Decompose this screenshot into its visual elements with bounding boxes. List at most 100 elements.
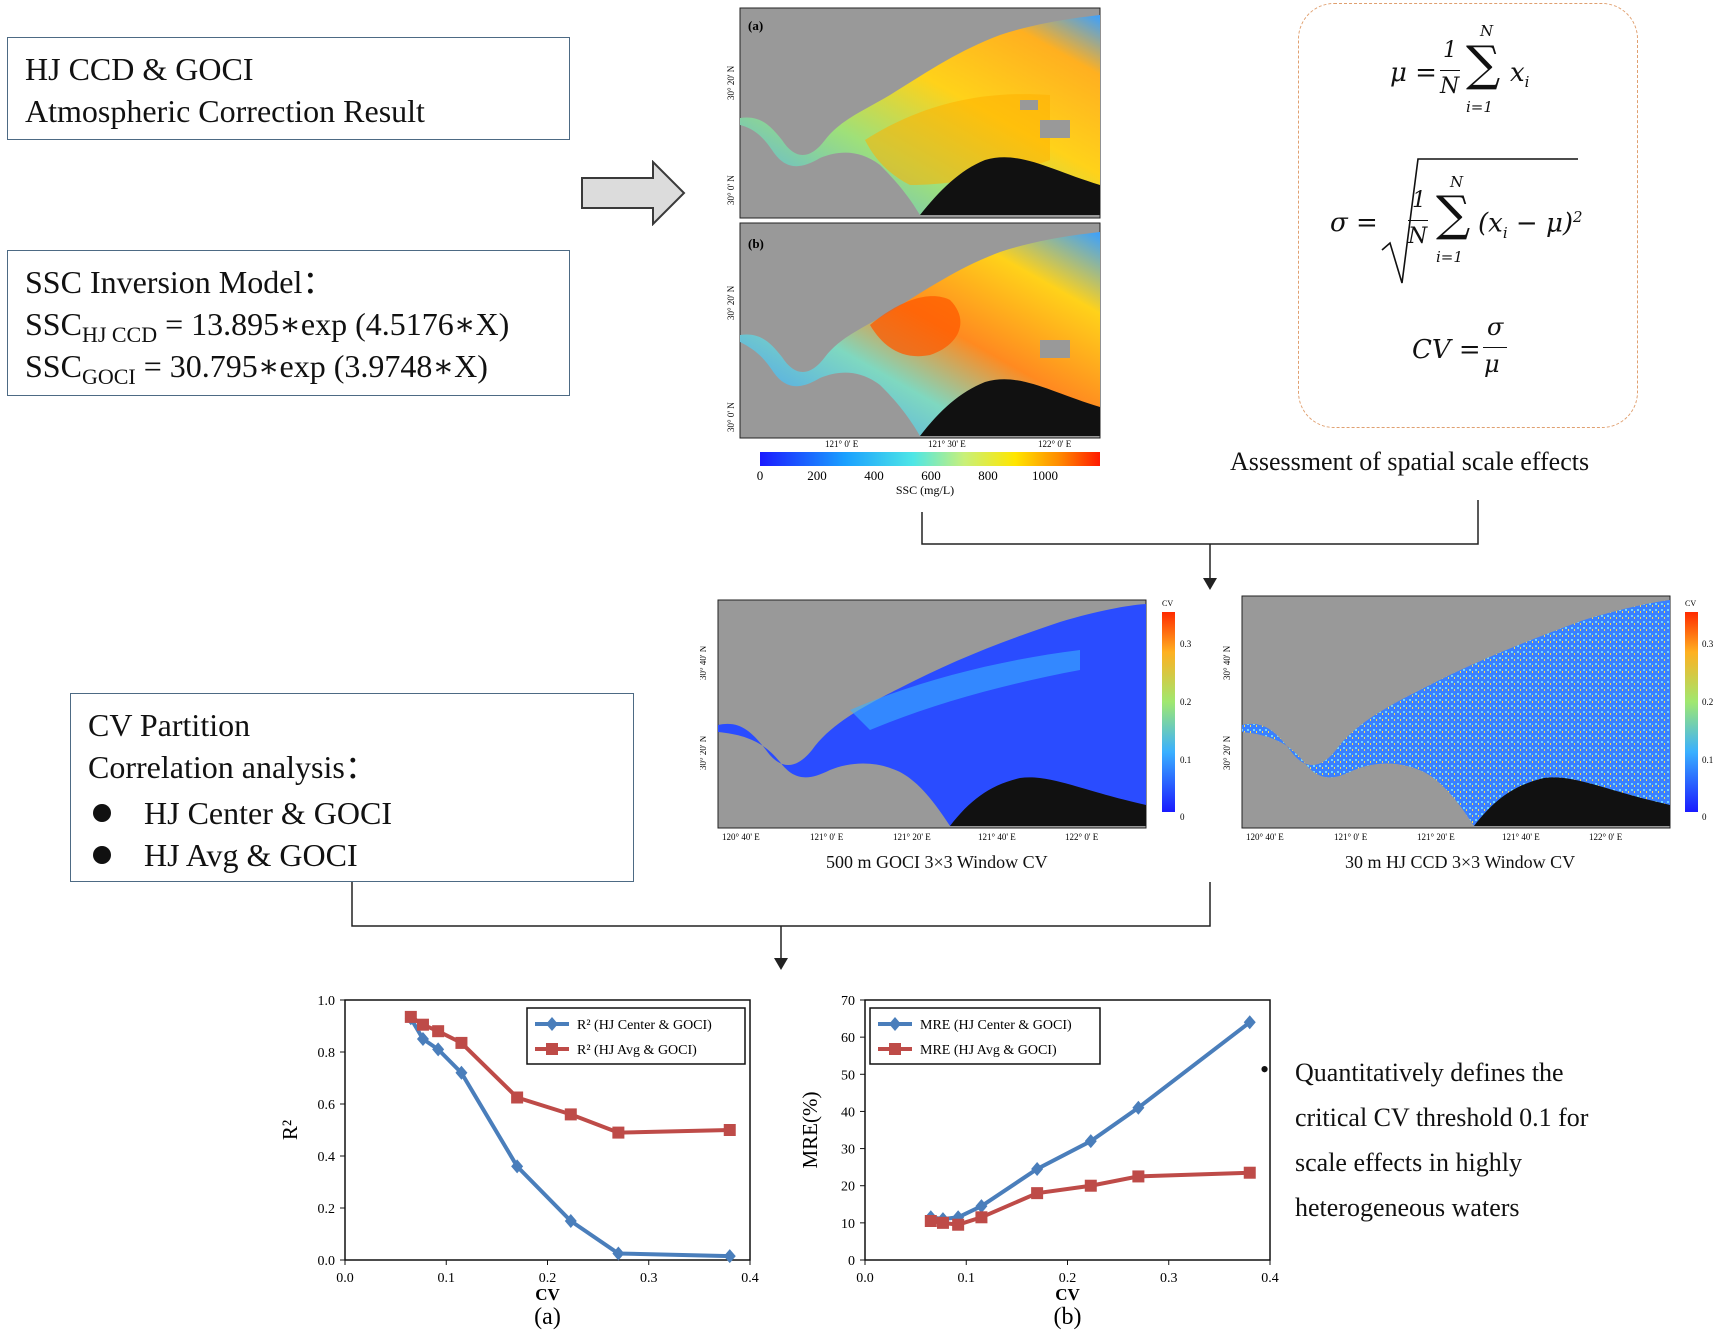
cv-left-lon-5: 122° 0' E	[1065, 832, 1099, 842]
goci-subscript: GOCI	[81, 364, 136, 389]
cv-maps: 30° 40' N 30° 20' N 120° 40' E 121° 0' E…	[700, 595, 1714, 842]
data-point	[612, 1246, 625, 1261]
sigma-lhs: σ =	[1330, 208, 1378, 238]
data-point	[612, 1126, 625, 1139]
bullet-icon	[93, 846, 111, 864]
mu-lhs: μ =	[1390, 58, 1437, 88]
cv-right-lon-1: 120° 40' E	[1246, 832, 1284, 842]
x-tick-label: 0.0	[856, 1271, 874, 1286]
y-tick-label: 0.8	[318, 1046, 336, 1061]
legend-marker	[546, 1043, 558, 1055]
data-point	[564, 1214, 577, 1228]
cv-right-lon-3: 121° 20' E	[1417, 832, 1455, 842]
y-tick-label: 0.6	[318, 1098, 336, 1113]
mu-sum-bottom: i=1	[1466, 98, 1493, 116]
cv-right-lon-2: 121° 0' E	[1334, 832, 1368, 842]
cv-right-lon-4: 121° 40' E	[1502, 832, 1540, 842]
goci-cv-caption: 500 m GOCI 3×3 Window CV	[826, 852, 1048, 872]
data-point	[723, 1249, 736, 1264]
bullet-icon	[93, 804, 111, 822]
mu-sum-top: N	[1480, 22, 1494, 40]
note-line-1: Quantitatively defines the	[1295, 1058, 1564, 1087]
sigma-sq-close: − μ)	[1507, 208, 1573, 239]
formula-box	[1298, 3, 1638, 428]
note-text: Quantitatively defines the critical CV t…	[1295, 1050, 1588, 1230]
legend-marker	[889, 1043, 901, 1055]
ssc-tick-1000: 1000	[1032, 468, 1058, 483]
data-point	[975, 1211, 988, 1224]
goci-equation-rhs: = 30.795∗exp (3.9748∗X)	[135, 348, 488, 384]
cv-frac-num: σ	[1487, 313, 1504, 341]
hj-ccd-equation: SSCHJ CCD = 13.895∗exp (4.5176∗X)	[25, 303, 509, 356]
data-point	[1084, 1134, 1097, 1149]
sigma-frac-num: 1	[1412, 188, 1426, 213]
hj-cv-map: 30° 40' N 30° 20' N 120° 40' E 121° 0' E…	[1222, 595, 1714, 842]
map-lon-1: 121° 0' E	[825, 439, 859, 449]
x-tick-label: 0.4	[741, 1271, 759, 1286]
cv-right-lat-1: 30° 40' N	[1222, 645, 1232, 680]
cv-left-cb-0-2: 0.2	[1180, 697, 1191, 707]
legend-label: MRE (HJ Center & GOCI)	[920, 1018, 1072, 1033]
ssc-label: SSC	[25, 348, 82, 384]
goci-equation: SSCGOCI = 30.795∗exp (3.9748∗X)	[25, 345, 488, 398]
hj-ccd-equation-rhs: = 13.895∗exp (4.5176∗X)	[157, 306, 510, 342]
mu-frac-num: 1	[1443, 38, 1457, 63]
y-tick-label: 0.4	[318, 1150, 336, 1165]
x-tick-label: 0.2	[1059, 1271, 1077, 1286]
assessment-caption: Assessment of spatial scale effects	[1230, 447, 1590, 476]
ssc-map-a: (a) 30° 20' N 30° 0' N	[726, 7, 1101, 219]
sigma-frac-line	[1408, 220, 1428, 221]
ssc-tick-600: 600	[921, 468, 941, 483]
y-tick-label: 0.0	[318, 1254, 336, 1269]
ssc-colorbar: 0 200 400 600 800 1000 SSC (mg/L)	[757, 452, 1100, 497]
ssc-colorbar-label: SSC (mg/L)	[896, 483, 954, 497]
sqrt-icon	[1381, 158, 1578, 284]
panel-label: (a)	[534, 1304, 561, 1330]
y-tick-label: 20	[841, 1180, 855, 1195]
y-tick-label: 30	[841, 1143, 855, 1158]
sigma-sq-open: (x	[1478, 208, 1503, 239]
note-line-4: heterogeneous waters	[1295, 1193, 1520, 1222]
note-line-3: scale effects in highly	[1295, 1148, 1522, 1177]
mu-xi: xi	[1510, 58, 1529, 91]
cv-left-lon-3: 121° 20' E	[893, 832, 931, 842]
map-b-lat-2: 30° 0' N	[726, 402, 736, 432]
y-tick-label: 1.0	[318, 994, 336, 1009]
data-point	[432, 1042, 445, 1057]
cv-left-cb-0-3: 0.3	[1180, 639, 1192, 649]
cv-right-cb-0-3: 0.3	[1702, 639, 1714, 649]
data-point	[455, 1065, 468, 1080]
cv-left-cb-0-1: 0.1	[1180, 755, 1191, 765]
y-tick-label: 70	[841, 994, 855, 1009]
map-a-lat-2: 30° 0' N	[726, 175, 736, 205]
panel-label: (b)	[1054, 1304, 1082, 1330]
box3-line1: CV Partition	[88, 707, 251, 743]
note-line-2: critical CV threshold 0.1 for	[1295, 1103, 1589, 1132]
box3-line2: Correlation analysis：	[88, 749, 377, 785]
map-b-lat-1: 30° 20' N	[726, 285, 736, 320]
mu-sum-icon: ∑	[1466, 36, 1501, 92]
box3-bullet-2: HJ Avg & GOCI	[144, 837, 358, 873]
mu-frac-line	[1440, 70, 1460, 71]
x-tick-label: 0.4	[1261, 1271, 1279, 1286]
mu-sub-i: i	[1524, 73, 1530, 92]
right-arrow-icon	[581, 160, 686, 226]
y-tick-label: 60	[841, 1031, 855, 1046]
cv-right-cb-title: CV	[1685, 599, 1696, 608]
data-point	[1031, 1162, 1044, 1176]
cv-lhs: CV =	[1412, 335, 1481, 365]
ssc-tick-800: 800	[978, 468, 998, 483]
data-point	[975, 1199, 988, 1214]
y-tick-label: 50	[841, 1068, 855, 1083]
data-point	[936, 1216, 949, 1229]
mean-formula: μ =	[1390, 58, 1437, 88]
cv-left-lon-4: 121° 40' E	[978, 832, 1016, 842]
cv-right-cb-0-1: 0.1	[1702, 755, 1713, 765]
sigma-exponent: 2	[1572, 208, 1583, 226]
chart-r2: 0.0 0.1 0.2 0.3 0.4 0.0 0.2 0.4 0.6 0.8 1.0 CV R² (a)…	[278, 994, 759, 1330]
data-point	[723, 1124, 736, 1136]
data-point	[952, 1218, 965, 1231]
map-a-label: (a)	[748, 18, 763, 33]
legend-box	[526, 1007, 746, 1065]
chart-mre: 0.0 0.1 0.2 0.3 0.4 0 10 20 30 40 50 60 70 CV MRE(%) (b…	[798, 994, 1279, 1330]
